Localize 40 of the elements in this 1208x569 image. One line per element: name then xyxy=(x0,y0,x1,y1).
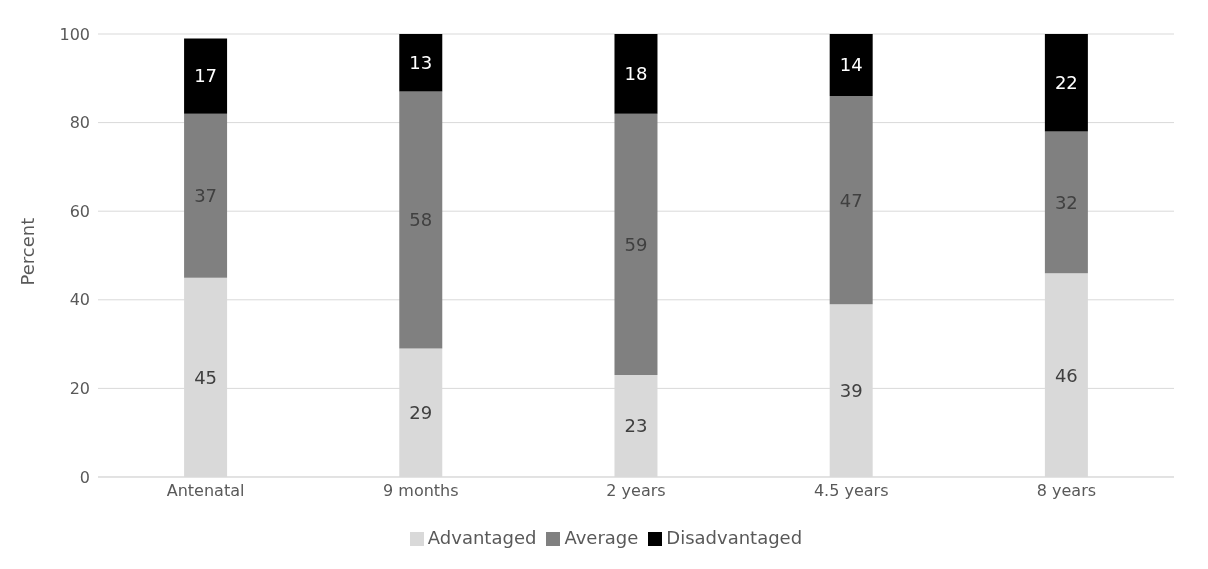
x-tick-label: 4.5 years xyxy=(813,481,889,501)
x-tick-label: Antenatal xyxy=(166,481,245,501)
data-label: 13 xyxy=(409,52,433,74)
data-label: 45 xyxy=(194,366,218,388)
data-label: 14 xyxy=(839,54,863,76)
data-label: 47 xyxy=(839,189,863,211)
y-tick-label: 40 xyxy=(69,290,90,310)
bar xyxy=(829,34,873,97)
legend-label: Advantaged xyxy=(427,527,537,548)
data-label: 59 xyxy=(624,233,648,255)
y-tick-label: 20 xyxy=(69,379,90,399)
bar xyxy=(184,113,228,278)
bar xyxy=(1044,131,1088,274)
y-axis-title: Percent xyxy=(17,217,39,286)
data-label: 39 xyxy=(839,380,863,402)
y-tick-label: 100 xyxy=(59,24,90,44)
y-tick-label: 60 xyxy=(69,201,90,221)
data-label: 18 xyxy=(624,63,648,85)
bar xyxy=(399,34,443,92)
bar xyxy=(399,91,443,349)
x-tick-label: 2 years xyxy=(606,481,666,501)
bar xyxy=(1044,34,1088,132)
x-tick-label: 9 months xyxy=(383,481,459,501)
data-label: 23 xyxy=(624,415,648,437)
bar xyxy=(829,96,873,305)
data-label: 37 xyxy=(194,185,218,207)
x-tick-label: 8 years xyxy=(1036,481,1097,501)
bar xyxy=(614,113,658,376)
bar xyxy=(614,34,658,114)
legend-label: Disadvantaged xyxy=(666,527,803,548)
data-label: 58 xyxy=(409,209,433,231)
data-label: 22 xyxy=(1054,72,1078,94)
data-label: 46 xyxy=(1054,364,1078,386)
bar xyxy=(184,38,228,114)
legend-label: Average xyxy=(564,527,639,548)
y-tick-label: 0 xyxy=(79,467,90,487)
y-tick-label: 80 xyxy=(69,113,90,133)
data-label: 32 xyxy=(1054,191,1078,213)
data-label: 17 xyxy=(194,65,218,87)
data-label: 29 xyxy=(409,402,433,424)
